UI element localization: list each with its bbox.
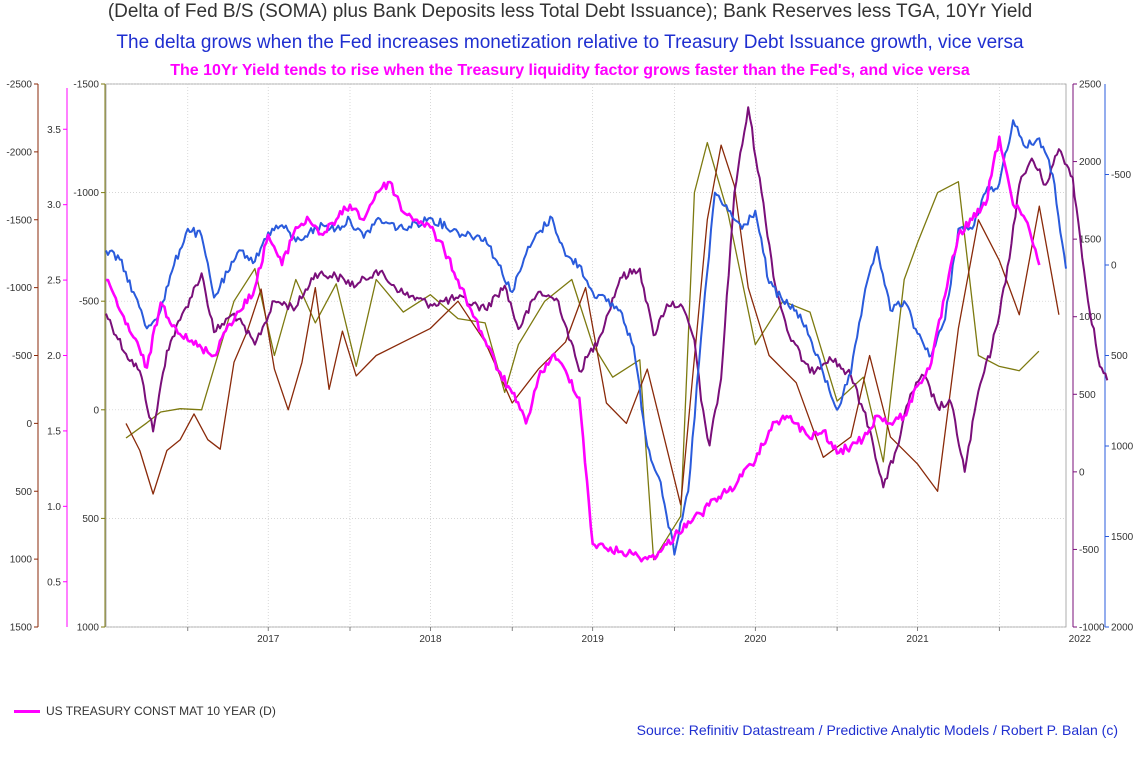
axis-tick-label-right_purple-4: 500	[1079, 390, 1096, 401]
axis-tick-label-right_purple-1: 2000	[1079, 157, 1102, 168]
series-line-olive	[125, 141, 1040, 561]
series-line-yield	[106, 135, 1041, 563]
axis-tick-label-far_left_brown-6: 500	[15, 487, 32, 498]
axis-tick-label-left_magenta-0: 3.5	[47, 125, 61, 136]
x-tick-label-3: 2020	[744, 634, 767, 645]
axis-tick-label-right_purple-0: 2500	[1079, 80, 1102, 91]
legend-swatch-yield	[14, 709, 40, 713]
axis-tick-label-right_purple-6: -500	[1079, 545, 1099, 556]
axis-tick-label-left_magenta-2: 2.5	[47, 276, 61, 287]
legend-label-yield: US TREASURY CONST MAT 10 YEAR (D)	[46, 704, 276, 718]
legend: US TREASURY CONST MAT 10 YEAR (D)	[14, 704, 276, 718]
axis-tick-label-far_left_brown-2: -1500	[6, 215, 32, 226]
axis-tick-label-right_blue-0: -500	[1111, 170, 1131, 181]
axis-tick-label-far_left_brown-3: -1000	[6, 283, 32, 294]
axis-tick-label-left_magenta-1: 3.0	[47, 200, 61, 211]
axis-tick-label-far_left_brown-0: -2500	[6, 80, 32, 91]
series-line-purple	[105, 106, 1109, 489]
axis-tick-label-far_left_brown-4: -500	[12, 351, 32, 362]
series-line-brown	[125, 144, 1060, 506]
axis-tick-label-left_magenta-3: 2.0	[47, 351, 61, 362]
axis-tick-label-far_left_brown-8: 1500	[10, 623, 33, 634]
axis-tick-label-left_olive-0: -1500	[73, 80, 99, 91]
axis-tick-label-right_blue-3: 1000	[1111, 442, 1134, 453]
chart-title: (Delta of Fed B/S (SOMA) plus Bank Depos…	[107, 1, 1033, 22]
x-tick-label-4: 2021	[906, 634, 929, 645]
axis-tick-label-right_blue-2: 500	[1111, 351, 1128, 362]
axis-tick-label-right_blue-1: 0	[1111, 261, 1117, 272]
chart-annotation: The 10Yr Yield tends to rise when the Tr…	[170, 62, 970, 79]
axis-tick-label-left_olive-1: -1000	[73, 188, 99, 199]
chart-subtitle: The delta grows when the Fed increases m…	[116, 32, 1024, 53]
axis-tick-label-left_magenta-6: 0.5	[47, 577, 61, 588]
x-tick-label-1: 2018	[419, 634, 442, 645]
axis-tick-label-left_magenta-4: 1.5	[47, 426, 61, 437]
plot-area	[105, 83, 1067, 628]
axis-tick-label-far_left_brown-7: 1000	[10, 555, 33, 566]
axis-tick-label-left_magenta-5: 1.0	[47, 502, 61, 513]
axis-tick-label-far_left_brown-5: 0	[26, 419, 32, 430]
axis-tick-label-left_olive-2: -500	[79, 297, 99, 308]
axis-tick-label-right_blue-5: 2000	[1111, 623, 1134, 634]
source-note: Source: Refinitiv Datastream / Predictiv…	[636, 722, 1118, 738]
x-tick-label-0: 2017	[257, 634, 280, 645]
axis-tick-label-right_purple-2: 1500	[1079, 235, 1102, 246]
axis-tick-label-left_olive-5: 1000	[77, 623, 100, 634]
axis-tick-label-left_olive-3: 0	[93, 405, 99, 416]
axis-tick-label-far_left_brown-1: -2000	[6, 147, 32, 158]
x-tick-label-5: 2022	[1069, 634, 1092, 645]
axis-tick-label-right_blue-4: 1500	[1111, 532, 1134, 543]
axis-tick-label-right_purple-7: -1000	[1079, 623, 1105, 634]
x-tick-label-2: 2019	[582, 634, 605, 645]
axis-tick-label-left_olive-4: 500	[82, 514, 99, 525]
axis-tick-label-right_purple-5: 0	[1079, 467, 1085, 478]
